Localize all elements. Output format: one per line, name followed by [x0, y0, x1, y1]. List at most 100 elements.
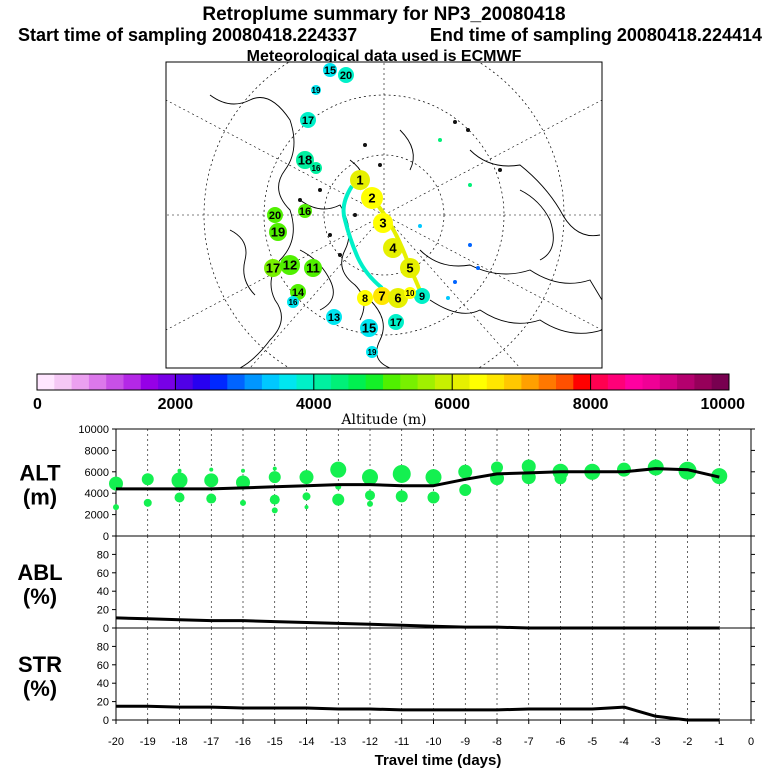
- x-tick-label: -16: [235, 736, 251, 748]
- altitude-cluster-dot: [367, 500, 373, 507]
- altitude-cluster-dot: [236, 475, 250, 490]
- plume-cluster-dot: [304, 259, 322, 277]
- panel-unit-abl: (%): [23, 584, 57, 609]
- plume-particle-dot: [328, 233, 332, 237]
- x-tick-label: -18: [172, 736, 188, 748]
- altitude-cluster-dot: [269, 494, 280, 505]
- plume-day-label: 14: [292, 287, 305, 299]
- x-tick-label: -13: [330, 736, 346, 748]
- altitude-cluster-dot: [113, 504, 119, 511]
- plume-day-label: 8: [362, 293, 368, 305]
- end-time-label: End time of sampling 20080418.224414: [430, 25, 762, 45]
- panel-unit-str: (%): [23, 676, 57, 701]
- x-axis-label: Travel time (days): [375, 752, 502, 768]
- altitude-cluster-dot: [458, 464, 473, 479]
- plume-cluster-dot: [360, 319, 378, 337]
- plume-particle-dot: [363, 143, 367, 147]
- colorbar-swatch: [434, 374, 453, 390]
- series-line-alt: [116, 467, 720, 491]
- y-tick-label: 80: [97, 549, 109, 561]
- plume-particle-dot: [498, 168, 502, 172]
- altitude-cluster-dot: [425, 469, 442, 486]
- plume-cluster-dot: [311, 85, 321, 95]
- altitude-cluster-dot: [304, 505, 309, 510]
- plume-day-label: 4: [389, 241, 397, 256]
- plume-day-label: 20: [340, 70, 352, 82]
- altitude-cluster-dot: [392, 464, 411, 483]
- y-tick-label: 80: [97, 641, 109, 653]
- colorbar-swatch: [158, 374, 176, 390]
- y-tick-label: 40: [97, 586, 109, 598]
- colorbar-swatch: [400, 374, 419, 390]
- colorbar-swatch: [71, 374, 90, 390]
- colorbar-swatch: [521, 374, 540, 390]
- altitude-cluster-dot: [332, 493, 345, 506]
- x-tick-label: -15: [267, 736, 283, 748]
- altitude-cluster-dot: [177, 468, 182, 473]
- plume-cluster-dot: [373, 287, 391, 305]
- plume-particle-dot: [353, 213, 357, 217]
- plume-day-label: 5: [406, 261, 413, 276]
- plume-day-label: 10: [406, 289, 415, 298]
- plume-particle-dot: [468, 183, 472, 187]
- colorbar-swatch: [279, 374, 297, 390]
- plume-day-label: 7: [378, 289, 385, 304]
- colorbar-swatch: [607, 374, 626, 390]
- colorbar-swatch: [210, 374, 228, 390]
- colorbar-swatch: [677, 374, 695, 390]
- plume-cluster-dot: [400, 258, 420, 278]
- series-line-abl: [115, 616, 720, 630]
- plume-cluster-dot: [388, 314, 404, 330]
- altitude-cluster-dot: [268, 471, 281, 484]
- colorbar-swatch: [504, 374, 522, 390]
- altitude-cluster-dot: [109, 476, 123, 491]
- altitude-cluster-dot: [143, 498, 152, 507]
- altitude-cluster-dot: [554, 472, 567, 485]
- colorbar-swatch: [261, 374, 280, 390]
- altitude-cluster-dot: [459, 483, 472, 496]
- plume-particle-dot: [318, 188, 322, 192]
- plume-day-label: 15: [362, 321, 376, 336]
- panel-unit-alt: (m): [23, 485, 57, 510]
- altitude-cluster-dot: [365, 490, 375, 501]
- colorbar-swatch: [590, 374, 609, 390]
- x-tick-label: -5: [587, 736, 597, 748]
- plume-cluster-dot: [373, 213, 393, 233]
- colorbar-swatch: [106, 374, 124, 390]
- panel-label-alt: ALT: [19, 461, 61, 486]
- plume-cluster-dot: [350, 170, 370, 190]
- figure-title: Retroplume summary for NP3_20080418: [202, 4, 565, 25]
- altitude-cluster-dot: [240, 499, 246, 506]
- x-tick-label: -6: [556, 736, 566, 748]
- altitude-cluster-dot: [521, 459, 536, 474]
- altitude-cluster-dot: [362, 469, 378, 486]
- met-data-label: Meteorological data used is ECMWF: [247, 48, 522, 65]
- plume-particle-dot: [418, 224, 422, 228]
- colorbar-swatch: [383, 374, 401, 390]
- y-tick-label: 0: [103, 531, 109, 543]
- panel-label-abl: ABL: [17, 560, 62, 585]
- colorbar-swatch: [452, 374, 470, 390]
- colorbar-swatch: [313, 374, 332, 390]
- plume-cluster-dot: [357, 290, 373, 306]
- altitude-cluster-dot: [174, 492, 185, 503]
- plume-cluster-dot: [366, 346, 378, 358]
- plume-day-label: 20: [269, 210, 281, 222]
- x-tick-label: -3: [651, 736, 661, 748]
- altitude-cluster-dot: [171, 472, 188, 489]
- x-tick-label: -9: [460, 736, 470, 748]
- y-tick-label: 6000: [85, 467, 109, 479]
- plume-cluster-dot: [310, 162, 322, 174]
- colorbar-tick-label: 0: [33, 396, 42, 413]
- colorbar-swatch: [417, 374, 436, 390]
- x-tick-label: 0: [748, 736, 754, 748]
- plume-particle-dot: [468, 243, 472, 247]
- altitude-cluster-dot: [271, 507, 278, 514]
- y-tick-label: 2000: [85, 510, 109, 522]
- plume-particle-dot: [446, 296, 450, 300]
- altitude-cluster-dot: [299, 470, 314, 485]
- start-time-label: Start time of sampling 20080418.224337: [18, 25, 357, 45]
- x-tick-label: -20: [108, 736, 124, 748]
